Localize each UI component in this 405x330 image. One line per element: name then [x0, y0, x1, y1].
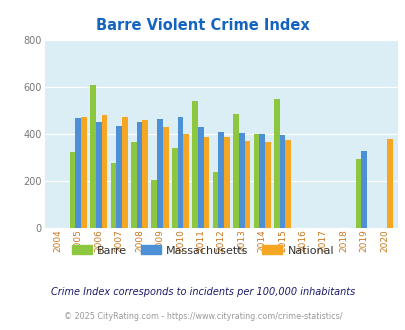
- Bar: [90, 85, 96, 228]
- Bar: [171, 148, 177, 228]
- Bar: [218, 132, 224, 228]
- Bar: [116, 126, 122, 228]
- Bar: [131, 142, 136, 228]
- Bar: [224, 137, 229, 228]
- Bar: [192, 101, 198, 228]
- Bar: [259, 134, 264, 228]
- Bar: [386, 139, 392, 228]
- Bar: [75, 118, 81, 228]
- Bar: [162, 127, 168, 228]
- Text: © 2025 CityRating.com - https://www.cityrating.com/crime-statistics/: © 2025 CityRating.com - https://www.city…: [64, 312, 341, 321]
- Bar: [157, 119, 162, 228]
- Bar: [355, 159, 360, 228]
- Bar: [110, 163, 116, 228]
- Bar: [232, 114, 238, 228]
- Bar: [81, 117, 87, 228]
- Text: Barre Violent Crime Index: Barre Violent Crime Index: [96, 18, 309, 33]
- Bar: [101, 115, 107, 228]
- Bar: [198, 127, 203, 228]
- Bar: [244, 141, 249, 228]
- Bar: [212, 173, 218, 228]
- Bar: [285, 140, 290, 228]
- Bar: [203, 137, 209, 228]
- Bar: [96, 122, 101, 228]
- Bar: [238, 133, 244, 228]
- Bar: [122, 117, 128, 228]
- Bar: [253, 134, 259, 228]
- Bar: [273, 99, 279, 228]
- Legend: Barre, Massachusetts, National: Barre, Massachusetts, National: [67, 241, 338, 260]
- Bar: [70, 152, 75, 228]
- Text: Crime Index corresponds to incidents per 100,000 inhabitants: Crime Index corresponds to incidents per…: [51, 287, 354, 297]
- Bar: [177, 117, 183, 228]
- Bar: [264, 142, 270, 228]
- Bar: [279, 135, 285, 228]
- Bar: [142, 120, 148, 228]
- Bar: [183, 134, 189, 228]
- Bar: [360, 150, 366, 228]
- Bar: [136, 122, 142, 228]
- Bar: [151, 180, 157, 228]
